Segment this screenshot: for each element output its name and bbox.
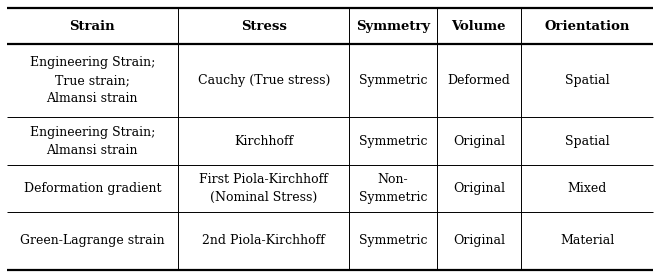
- Text: Material: Material: [560, 234, 614, 247]
- Text: Spatial: Spatial: [565, 135, 609, 148]
- Text: Mixed: Mixed: [568, 182, 607, 195]
- Text: Engineering Strain;
True strain;
Almansi strain: Engineering Strain; True strain; Almansi…: [30, 56, 155, 105]
- Text: Volume: Volume: [451, 20, 506, 33]
- Text: Original: Original: [453, 234, 505, 247]
- Text: Kirchhoff: Kirchhoff: [234, 135, 293, 148]
- Text: First Piola-Kirchhoff
(Nominal Stress): First Piola-Kirchhoff (Nominal Stress): [199, 173, 328, 204]
- Text: Spatial: Spatial: [565, 74, 609, 87]
- Text: Orientation: Orientation: [544, 20, 630, 33]
- Text: Symmetry: Symmetry: [356, 20, 430, 33]
- Text: 2nd Piola-Kirchhoff: 2nd Piola-Kirchhoff: [202, 234, 325, 247]
- Text: Cauchy (True stress): Cauchy (True stress): [197, 74, 330, 87]
- Text: Symmetric: Symmetric: [359, 135, 427, 148]
- Text: Engineering Strain;
Almansi strain: Engineering Strain; Almansi strain: [30, 126, 155, 157]
- Text: Symmetric: Symmetric: [359, 74, 427, 87]
- Text: Strain: Strain: [69, 20, 115, 33]
- Text: Deformed: Deformed: [447, 74, 510, 87]
- Text: Green-Lagrange strain: Green-Lagrange strain: [20, 234, 164, 247]
- Text: Stress: Stress: [241, 20, 286, 33]
- Text: Deformation gradient: Deformation gradient: [24, 182, 161, 195]
- Text: Original: Original: [453, 135, 505, 148]
- Text: Original: Original: [453, 182, 505, 195]
- Text: Symmetric: Symmetric: [359, 234, 427, 247]
- Text: Non-
Symmetric: Non- Symmetric: [359, 173, 427, 204]
